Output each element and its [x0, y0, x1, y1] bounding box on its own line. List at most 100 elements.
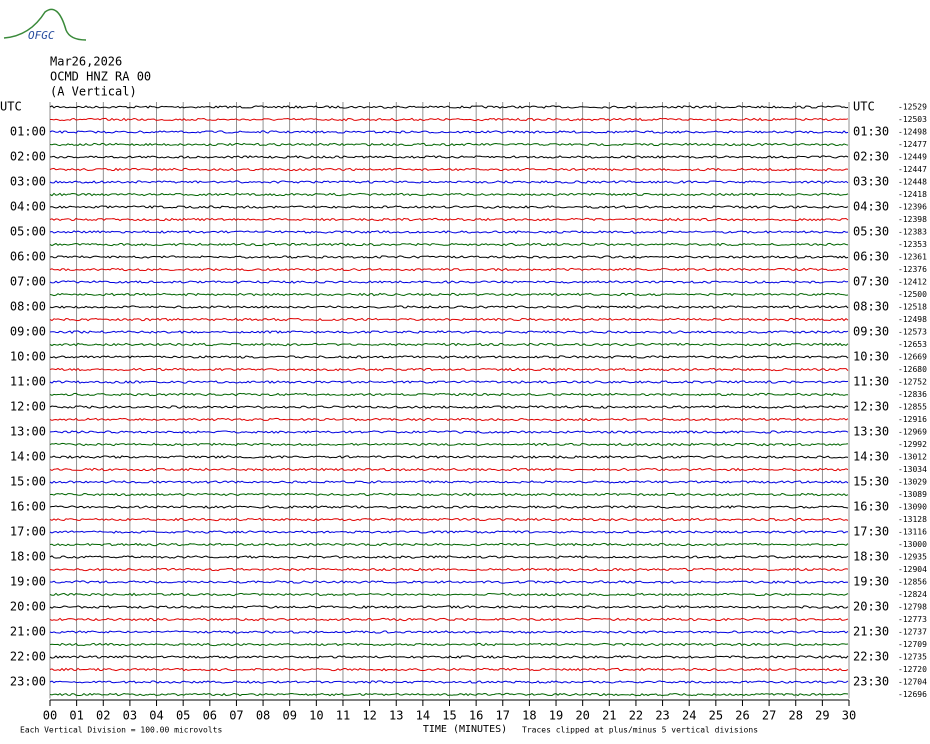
offset-label: -12752	[898, 378, 927, 387]
left-time-label: 18:00	[10, 550, 46, 564]
offset-label: -12669	[898, 353, 927, 362]
offset-label: -12704	[898, 678, 927, 687]
offset-label: -12498	[898, 128, 927, 137]
axis-title: TIME (MINUTES)	[423, 724, 507, 735]
offset-label: -12935	[898, 553, 927, 562]
left-time-label: 06:00	[10, 250, 46, 264]
right-time-label: 16:30	[853, 500, 889, 514]
trace	[49, 492, 849, 497]
right-time-label: 21:30	[853, 625, 889, 639]
offset-label: -12412	[898, 278, 927, 287]
trace	[49, 367, 849, 372]
x-tick-label: 09	[282, 709, 296, 723]
trace	[50, 117, 849, 122]
left-time-label: 12:00	[10, 400, 46, 414]
x-tick-label: 15	[442, 709, 456, 723]
offset-label: -12447	[898, 165, 927, 174]
right-time-label: UTC	[853, 100, 875, 114]
trace	[49, 180, 849, 184]
offset-label: -13128	[898, 515, 927, 524]
trace	[49, 305, 849, 309]
right-time-label: 02:30	[853, 150, 889, 164]
x-tick-label: 03	[123, 709, 137, 723]
left-time-label: 07:00	[10, 275, 46, 289]
clipping-note: Traces clipped at plus/minus 5 vertical …	[522, 726, 758, 735]
x-tick-label: 05	[176, 709, 190, 723]
trace	[49, 667, 849, 672]
x-tick-label: 24	[682, 709, 696, 723]
trace	[49, 480, 849, 484]
left-time-label: 17:00	[10, 525, 46, 539]
x-tick-label: 18	[522, 709, 536, 723]
right-time-label: 05:30	[853, 225, 889, 239]
offset-label: -12737	[898, 628, 927, 637]
left-time-label: 20:00	[10, 600, 46, 614]
offset-label: -12709	[898, 640, 927, 649]
offset-label: -12477	[898, 140, 927, 149]
right-time-label: 18:30	[853, 550, 889, 564]
right-time-label: 06:30	[853, 250, 889, 264]
left-time-label: 02:00	[10, 150, 46, 164]
offset-label: -13029	[898, 478, 927, 487]
right-time-label: 22:30	[853, 650, 889, 664]
right-time-label: 03:30	[853, 175, 889, 189]
x-tick-label: 21	[602, 709, 616, 723]
trace	[49, 155, 849, 159]
left-time-label: 04:00	[10, 200, 46, 214]
trace	[49, 242, 849, 247]
right-time-label: 11:30	[853, 375, 889, 389]
offset-label: -12573	[898, 328, 927, 337]
right-time-label: 10:30	[853, 350, 889, 364]
trace	[49, 105, 849, 109]
trace	[49, 292, 849, 297]
right-time-label: 04:30	[853, 200, 889, 214]
trace	[49, 567, 849, 572]
trace	[49, 267, 848, 272]
x-tick-label: 22	[629, 709, 643, 723]
offset-label: -12992	[898, 440, 927, 449]
left-time-label: 22:00	[10, 650, 46, 664]
trace	[49, 280, 849, 284]
offset-label: -12798	[898, 603, 927, 612]
x-tick-label: 27	[762, 709, 776, 723]
left-time-label: 13:00	[10, 425, 46, 439]
offset-label: -12720	[898, 665, 927, 674]
x-tick-label: 04	[149, 709, 163, 723]
offset-label: -12529	[898, 103, 927, 112]
trace	[49, 555, 849, 559]
left-time-label: 21:00	[10, 625, 46, 639]
offset-label: -12518	[898, 303, 927, 312]
trace	[49, 380, 849, 384]
x-tick-label: 06	[203, 709, 217, 723]
trace	[49, 692, 849, 697]
right-time-label: 01:30	[853, 125, 889, 139]
x-tick-label: 01	[69, 709, 83, 723]
x-tick-label: 07	[229, 709, 243, 723]
offset-label: -12361	[898, 253, 927, 262]
x-tick-label: 02	[96, 709, 110, 723]
trace	[49, 192, 849, 197]
trace	[49, 542, 849, 547]
right-time-label: 23:30	[853, 675, 889, 689]
logo-text: OFGC	[28, 29, 55, 42]
left-time-label: 23:00	[10, 675, 46, 689]
offset-label: -12680	[898, 365, 927, 374]
trace	[49, 405, 849, 409]
trace	[49, 630, 849, 634]
x-tick-label: 19	[549, 709, 563, 723]
trace	[49, 330, 849, 334]
x-tick-label: 00	[43, 709, 57, 723]
offset-label: -12503	[898, 115, 927, 124]
right-time-label: 17:30	[853, 525, 889, 539]
trace	[49, 655, 849, 659]
offset-label: -12353	[898, 240, 927, 249]
right-time-label: 14:30	[853, 450, 889, 464]
trace	[49, 355, 849, 359]
offset-label: -12735	[898, 653, 927, 662]
trace	[49, 505, 849, 509]
offset-label: -12696	[898, 690, 927, 699]
station: OCMD HNZ RA 00	[50, 70, 151, 84]
x-tick-label: 14	[416, 709, 430, 723]
x-tick-label: 26	[735, 709, 749, 723]
